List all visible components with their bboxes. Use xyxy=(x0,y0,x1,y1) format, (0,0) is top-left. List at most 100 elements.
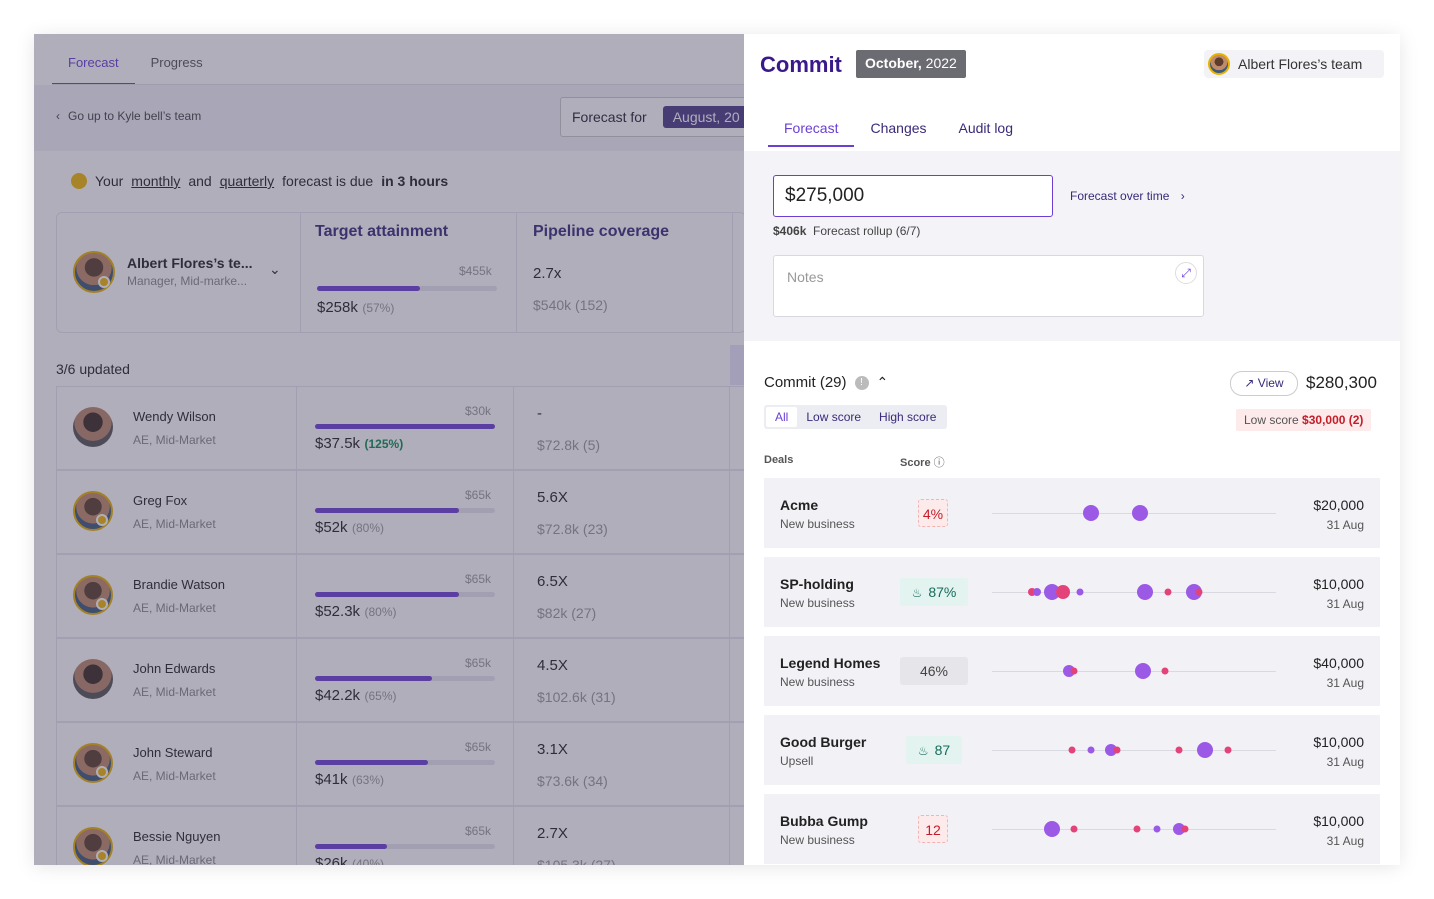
back-link[interactable]: ‹ Go up to Kyle bell’s team xyxy=(56,109,201,123)
target-pct: (57%) xyxy=(362,301,395,315)
expand-icon[interactable]: ⤢ xyxy=(1175,262,1197,284)
attainment-fill xyxy=(315,676,432,681)
forecast-over-time-link[interactable]: Forecast over time › xyxy=(1070,189,1185,203)
quota: $65k xyxy=(465,740,492,754)
divider xyxy=(296,471,297,553)
col-score: Score ⓘ xyxy=(900,454,945,470)
tab-progress[interactable]: Progress xyxy=(150,55,203,70)
status-dot xyxy=(96,514,108,526)
quarterly-link[interactable]: quarterly xyxy=(219,173,275,189)
score-badge: 4% xyxy=(918,499,948,527)
filter-all[interactable]: All xyxy=(766,407,798,427)
activity-dot xyxy=(1185,584,1202,600)
activity-dot xyxy=(1224,746,1232,754)
status-dot xyxy=(96,766,108,778)
table-row[interactable]: Wendy Wilson AE, Mid-Market $30k $37.5k (12… xyxy=(56,386,744,470)
person-role: AE, Mid-Market xyxy=(133,685,216,699)
coverage-value: 4.5X xyxy=(537,657,568,674)
activity-dot xyxy=(1134,663,1151,679)
attainment-value: $42.2k xyxy=(315,687,361,704)
quota: $65k xyxy=(465,488,492,502)
attainment-pct: (63%) xyxy=(351,773,384,787)
tab-audit-log[interactable]: Audit log xyxy=(958,120,1013,136)
filter-low-score[interactable]: Low score xyxy=(806,410,862,424)
help-icon[interactable]: ⓘ xyxy=(933,457,945,469)
team-selector[interactable]: Albert Flores’s team xyxy=(1204,50,1384,78)
divider xyxy=(296,555,297,637)
attainment-value-wrap: $52k (80%) xyxy=(315,519,384,537)
panel-title: Commit xyxy=(760,52,842,77)
deal-name: SP-holding xyxy=(780,576,854,592)
deal-amount: $40,000 xyxy=(1313,655,1364,671)
notes-field[interactable]: Notes ⤢ xyxy=(773,255,1204,317)
activity-dot xyxy=(1153,825,1161,833)
commit-header: Commit (29)! ⌃ xyxy=(764,374,888,391)
avatar xyxy=(73,659,113,699)
table-row[interactable]: John Steward AE, Mid-Market $65k $41k (63%)… xyxy=(56,722,744,806)
deal-row[interactable]: Good Burger Upsell ♨ 87 $10,000 31 Aug xyxy=(764,715,1380,785)
monthly-link[interactable]: monthly xyxy=(131,173,181,189)
deal-row[interactable]: Legend Homes New business 46% $40,000 31 Aug xyxy=(764,636,1380,706)
team-name: Albert Flores’s te... xyxy=(127,255,253,271)
activity-dot xyxy=(1087,746,1095,754)
view-button[interactable]: ↗ View xyxy=(1230,371,1298,396)
activity-dot xyxy=(1043,584,1060,600)
scroll-tab xyxy=(730,345,744,385)
coverage-sub: $82k (27) xyxy=(537,605,597,621)
deal-name: Good Burger xyxy=(780,734,867,750)
chevron-left-icon: ‹ xyxy=(56,109,60,123)
coverage-sub: $102.6k (31) xyxy=(537,689,616,705)
attainment-progress xyxy=(315,592,495,597)
deal-type: New business xyxy=(780,833,855,847)
pipeline-coverage-header: Pipeline coverage xyxy=(533,223,670,240)
forecast-for-label: Forecast for xyxy=(572,109,647,125)
filter-high-score[interactable]: High score xyxy=(879,410,937,424)
chevron-up-icon[interactable]: ⌃ xyxy=(876,374,889,390)
deal-amount: $10,000 xyxy=(1313,813,1364,829)
divider xyxy=(729,555,730,637)
activity-dot xyxy=(1070,825,1078,833)
attainment-value-wrap: $42.2k (65%) xyxy=(315,687,397,705)
modal-overlay[interactable] xyxy=(34,34,744,865)
panel-tabs: Forecast Changes Audit log xyxy=(768,114,1029,147)
deal-date: 31 Aug xyxy=(1326,597,1364,611)
table-row[interactable]: Brandie Watson AE, Mid-Market $65k $52.3k (… xyxy=(56,554,744,638)
divider xyxy=(52,84,744,85)
info-icon[interactable]: ! xyxy=(854,375,869,390)
quota: $30k xyxy=(465,404,492,418)
divider xyxy=(729,639,730,721)
person-name: Brandie Watson xyxy=(133,577,226,592)
forecast-input[interactable]: $275,000 xyxy=(773,175,1053,217)
deal-row[interactable]: SP-holding New business ♨ 87% $10,000 31 Aug xyxy=(764,557,1380,627)
deal-row[interactable]: Bubba Gump New business 12 $10,000 31 Aug xyxy=(764,794,1380,864)
target-progress-fill xyxy=(317,286,420,291)
activity-dot xyxy=(1070,667,1078,675)
deal-row[interactable]: Acme New business 4% $20,000 31 Aug xyxy=(764,478,1380,548)
avatar xyxy=(73,827,113,865)
attainment-progress xyxy=(315,424,495,429)
divider xyxy=(296,387,297,469)
coverage-value: 6.5X xyxy=(537,573,568,590)
col-score-label: Score xyxy=(900,457,931,469)
person-name: Wendy Wilson xyxy=(133,409,216,424)
team-name: Albert Flores’s team xyxy=(1238,56,1363,72)
table-row[interactable]: Bessie Nguyen AE, Mid-Market $65k $26k (40%… xyxy=(56,806,744,865)
status-dot xyxy=(96,598,108,610)
view-label: View xyxy=(1257,376,1284,390)
table-row[interactable]: Greg Fox AE, Mid-Market $65k $52k (80%) 5.6X… xyxy=(56,470,744,554)
tab-changes[interactable]: Changes xyxy=(870,120,927,136)
activity-dot xyxy=(1056,585,1070,599)
score-value: 12 xyxy=(925,822,941,838)
due-middle: forecast is due xyxy=(282,173,374,189)
activity-dot xyxy=(1043,821,1060,837)
attainment-value-wrap: $26k (40%) xyxy=(315,855,384,865)
person-role: AE, Mid-Market xyxy=(133,601,216,615)
quota: $65k xyxy=(465,824,492,838)
coverage-sub: $72.8k (5) xyxy=(537,437,601,453)
attainment-value-wrap: $41k (63%) xyxy=(315,771,384,789)
chevron-down-icon[interactable]: ⌄ xyxy=(269,261,281,277)
tab-forecast[interactable]: Forecast xyxy=(768,114,855,147)
person-role: AE, Mid-Market xyxy=(133,517,216,531)
forecast-for-select[interactable]: Forecast for August, 20 xyxy=(560,97,744,137)
table-row[interactable]: John Edwards AE, Mid-Market $65k $42.2k (65… xyxy=(56,638,744,722)
